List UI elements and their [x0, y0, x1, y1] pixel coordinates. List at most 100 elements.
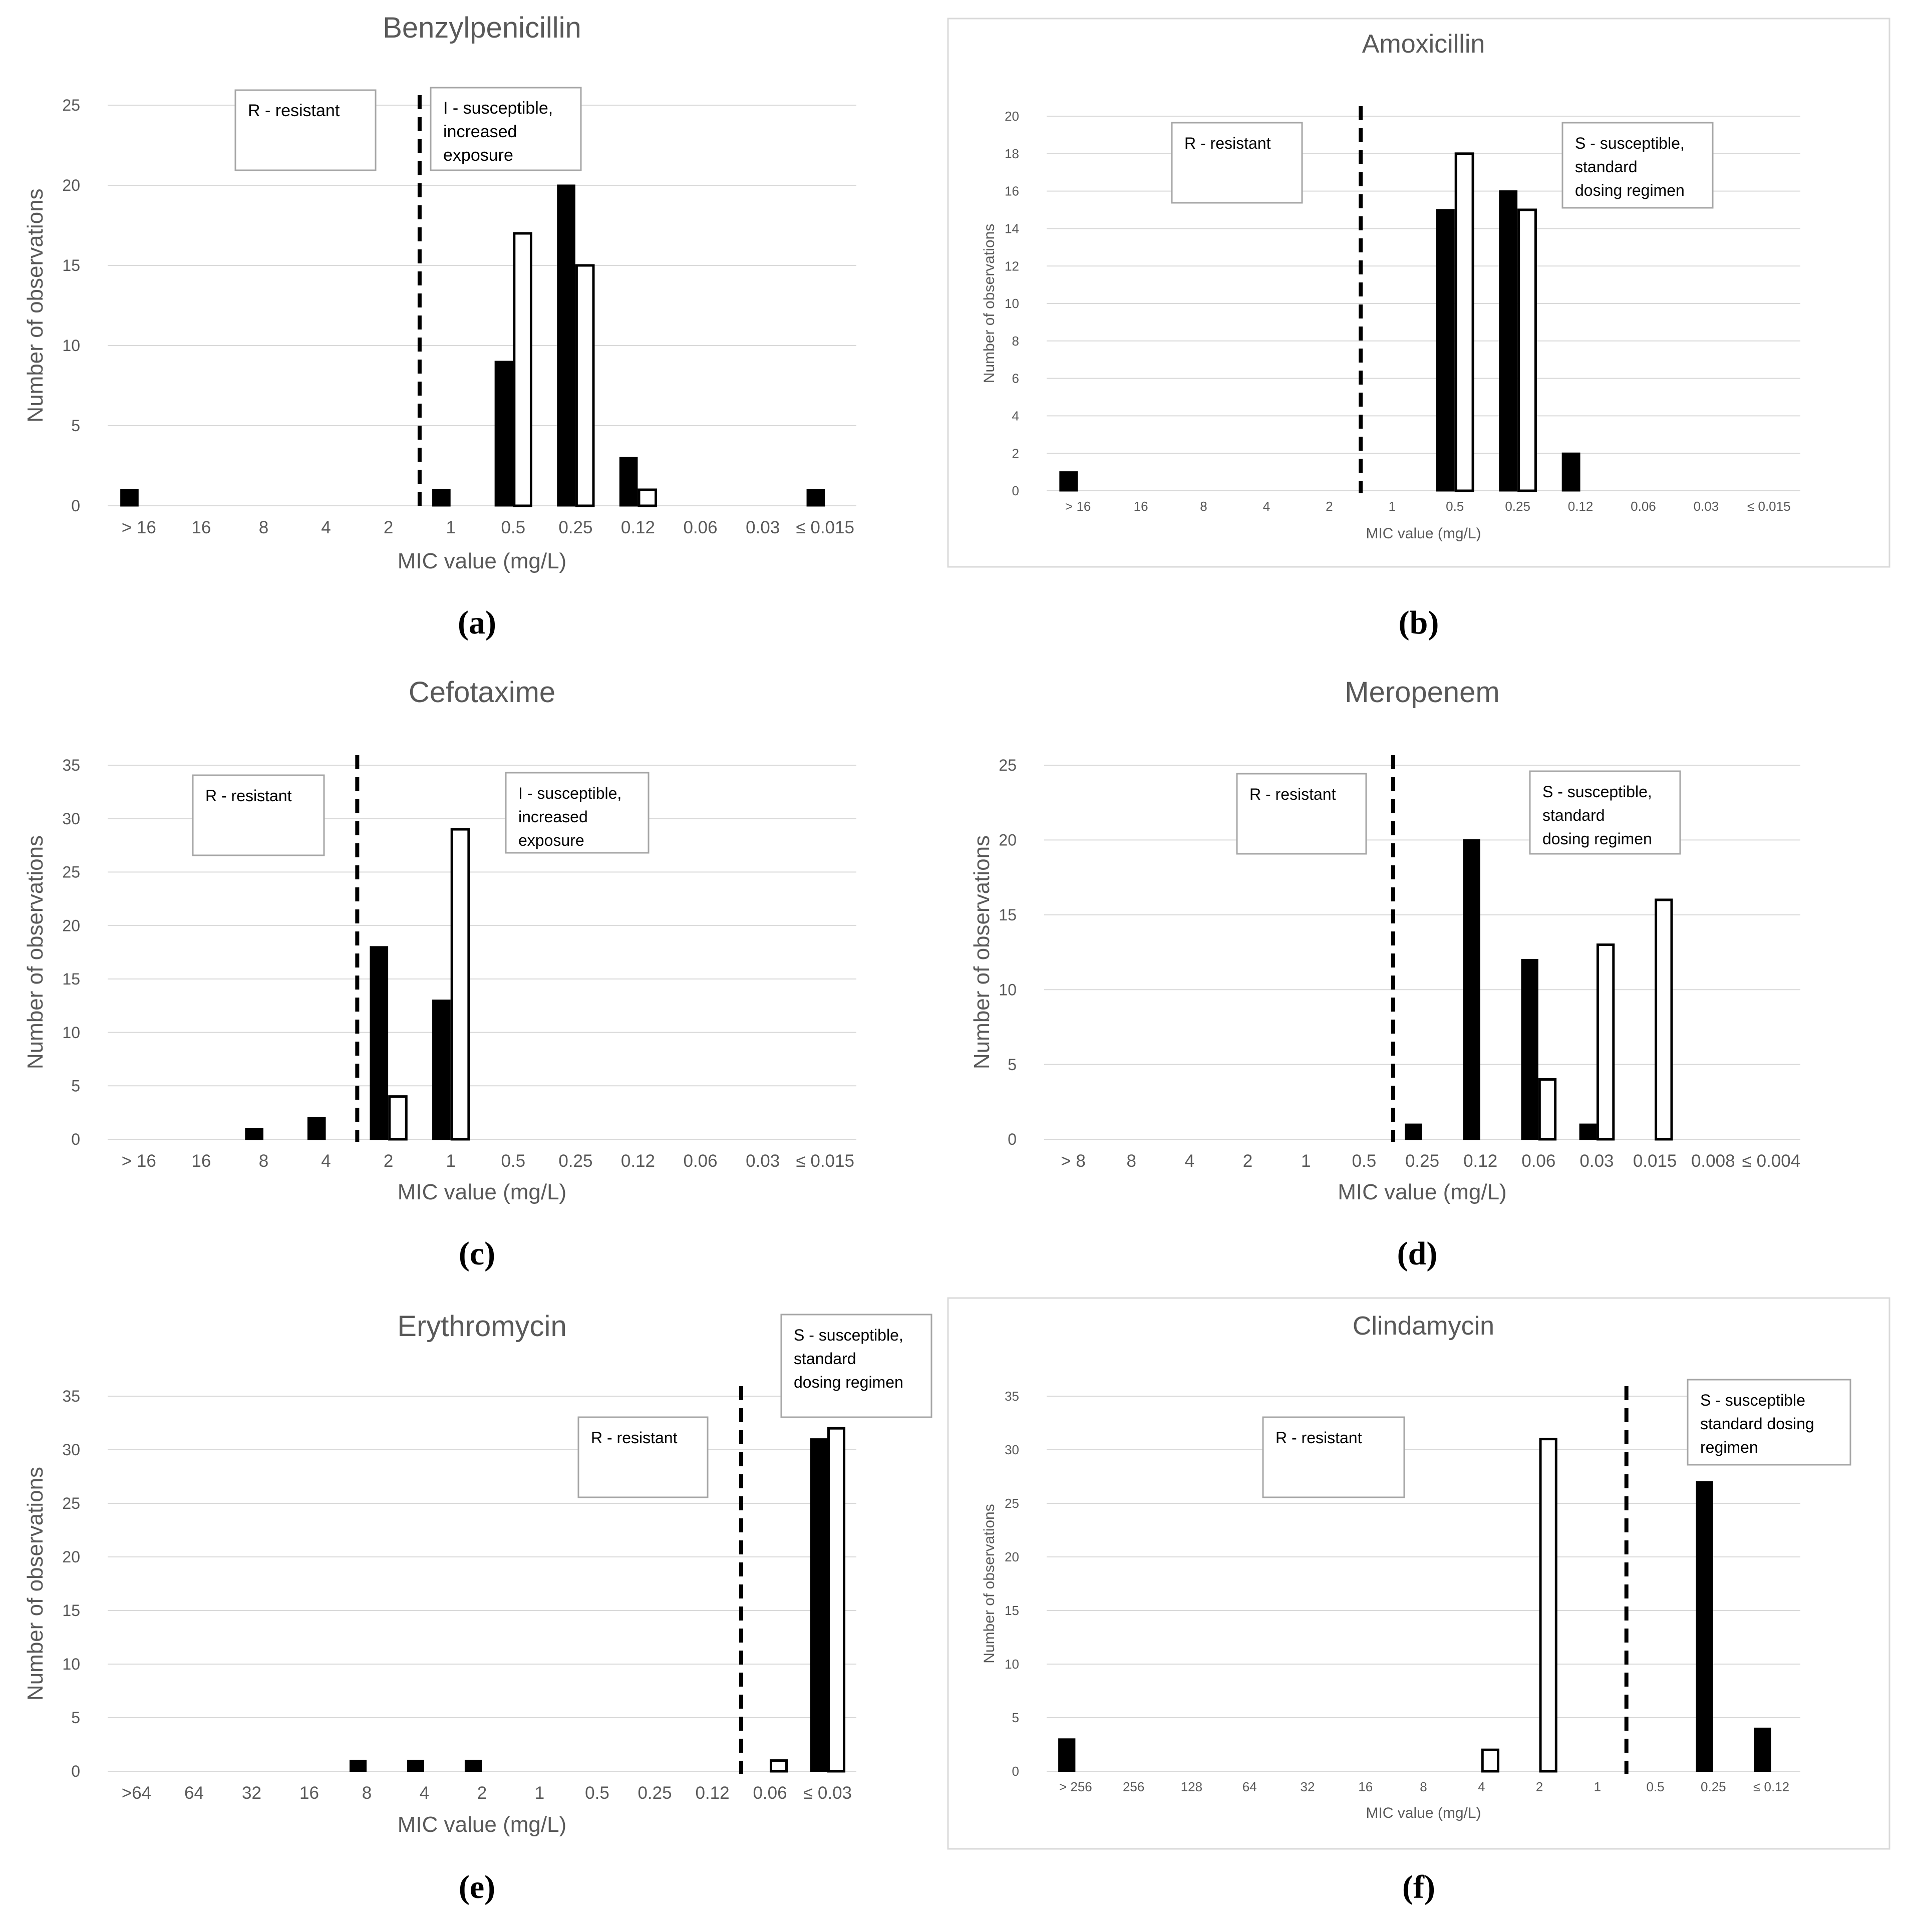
x-tick-label: 0.03	[746, 1151, 780, 1171]
bar-dark-7	[557, 184, 575, 507]
x-tick-label: 1	[535, 1783, 544, 1803]
chart-title: Meropenem	[1345, 676, 1499, 709]
x-tick-label: > 256	[1059, 1779, 1092, 1794]
bar-dark-8	[1521, 958, 1538, 1140]
susceptible-annotation-box	[780, 1314, 932, 1418]
x-tick-label: ≤ 0.03	[803, 1783, 852, 1803]
y-tick-label: 10	[62, 337, 80, 355]
y-tick-label: 25	[62, 1494, 80, 1512]
annotation-text: dosing regimen	[1542, 830, 1652, 848]
y-tick-label: 10	[62, 1024, 80, 1042]
bar-dark-0	[1058, 1738, 1076, 1772]
y-tick-label: 10	[999, 981, 1017, 999]
bar-dark-5	[432, 1000, 451, 1140]
y-axis-label: Number of observations	[981, 1504, 998, 1664]
y-tick-label: 15	[62, 256, 80, 274]
panel-label: (b)	[1399, 604, 1439, 641]
y-tick-label: 5	[1008, 1056, 1017, 1074]
x-tick-label: > 16	[1065, 499, 1091, 514]
x-axis-label: MIC value (mg/L)	[1366, 1805, 1481, 1821]
x-tick-label: 0.12	[621, 1151, 655, 1171]
bar-light-6	[513, 232, 532, 507]
annotation-text: R - resistant	[248, 101, 340, 120]
x-tick-label: 1	[446, 1151, 455, 1171]
y-tick-label: 35	[1005, 1389, 1019, 1404]
bar-dark-4	[349, 1760, 367, 1772]
annotation-text: S - susceptible,	[1542, 783, 1652, 801]
x-tick-label: 0.12	[1463, 1151, 1497, 1171]
x-tick-label: > 16	[122, 1151, 156, 1171]
bar-dark-0	[1059, 471, 1078, 492]
y-tick-label: 0	[1012, 483, 1019, 498]
chart-panel-b: Amoxicillin 0 2 4 6 8 10 12 14 16 18 20 > 16 16 8 4 2 1 0.…	[947, 18, 1890, 641]
bar-dark-8	[1561, 452, 1580, 492]
chart-title: Benzylpenicillin	[383, 12, 581, 44]
y-tick-label: 20	[62, 916, 80, 934]
y-tick-label: 20	[62, 176, 80, 194]
y-tick-label: 8	[1012, 334, 1019, 349]
annotation-text: R - resistant	[1249, 785, 1336, 803]
x-axis-label: MIC value (mg/L)	[398, 549, 566, 573]
y-tick-label: 15	[62, 970, 80, 988]
x-axis-label: MIC value (mg/L)	[398, 1812, 566, 1837]
x-tick-label: 32	[242, 1783, 261, 1803]
y-tick-label: 15	[1005, 1603, 1019, 1618]
x-tick-label: 64	[184, 1783, 204, 1803]
x-tick-label: 64	[1242, 1779, 1257, 1794]
bar-dark-7	[1463, 839, 1480, 1140]
annotation-text: R - resistant	[591, 1429, 678, 1447]
annotation-text: S - susceptible,	[1575, 134, 1685, 152]
x-tick-label: 2	[1536, 1779, 1543, 1794]
chart-title: Clindamycin	[1353, 1312, 1494, 1341]
x-tick-label: 16	[299, 1783, 319, 1803]
y-tick-label: 4	[1012, 409, 1019, 424]
x-tick-label: 2	[384, 518, 393, 537]
x-tick-label: 0.12	[695, 1783, 729, 1803]
x-tick-label: 256	[1123, 1779, 1144, 1794]
x-tick-label: 8	[1200, 499, 1207, 514]
x-axis-label: MIC value (mg/L)	[398, 1180, 566, 1204]
annotation-text: R - resistant	[1184, 134, 1271, 152]
susceptible-annotation-box	[430, 87, 582, 171]
bar-light-7	[1481, 1748, 1500, 1773]
bar-dark-0	[120, 489, 139, 507]
x-tick-label: 0.06	[683, 518, 717, 537]
x-tick-label: 0.5	[1446, 499, 1464, 514]
y-tick-label: 30	[62, 1441, 80, 1459]
annotation-text: exposure	[518, 831, 584, 849]
x-tick-label: ≤ 0.015	[796, 518, 854, 537]
x-axis-label: MIC value (mg/L)	[1338, 1180, 1506, 1204]
x-tick-label: 16	[191, 1151, 211, 1171]
bar-dark-11	[806, 489, 825, 507]
bar-light-9	[1596, 943, 1615, 1141]
y-tick-label: 30	[62, 810, 80, 828]
bar-dark-9	[1579, 1123, 1597, 1140]
y-axis-label: Number of observations	[23, 188, 48, 422]
bar-light-12	[827, 1427, 846, 1773]
bar-light-11	[770, 1759, 788, 1773]
x-tick-label: 0.03	[1694, 499, 1719, 514]
x-tick-label: 0.25	[1505, 499, 1530, 514]
x-tick-label: 16	[1134, 499, 1148, 514]
x-tick-label: 4	[321, 1151, 331, 1171]
x-tick-label: 1	[1594, 1779, 1601, 1794]
y-tick-label: 25	[62, 863, 80, 881]
x-tick-label: 1	[1301, 1151, 1311, 1171]
x-tick-label: 0.12	[1568, 499, 1594, 514]
resistant-annotation-box	[1262, 1416, 1405, 1498]
y-tick-label: 20	[999, 831, 1017, 849]
chart-panel-d: Meropenem 0 5 10 15 20 25 > 8 8 4 2 1 0.5 0.25 0.12 0.0…	[970, 676, 1800, 1272]
bar-light-6	[1454, 152, 1474, 492]
susceptible-annotation-box	[1529, 770, 1681, 855]
annotation-text: S - susceptible	[1700, 1391, 1805, 1409]
annotation-text: dosing regimen	[1575, 181, 1685, 199]
x-tick-label: 2	[477, 1783, 487, 1803]
x-tick-label: 0.06	[683, 1151, 717, 1171]
x-tick-label: 4	[1185, 1151, 1194, 1171]
y-tick-label: 12	[1005, 258, 1019, 273]
chart-panel-a: Benzylpenicillin 0 5 10 15 20 25 > 16 16 8 4 2 1 0.5 0…	[23, 12, 856, 641]
chart-panel-e: Erythromycin 0 5 10 15 20 25 30 35 >64 64 32 16 8 4 2 1 0…	[23, 1310, 932, 1905]
bar-dark-5	[407, 1760, 425, 1772]
